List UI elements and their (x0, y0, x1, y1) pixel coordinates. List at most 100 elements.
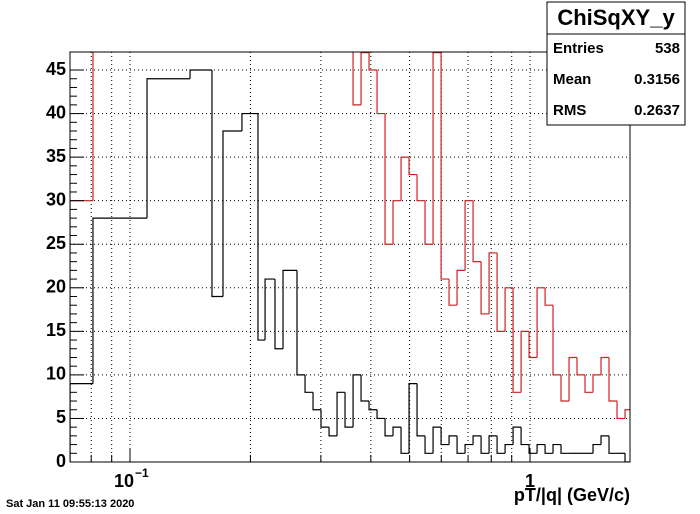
histogram-bin (400, 427, 410, 454)
histogram-bin (608, 357, 618, 402)
date-stamp: Sat Jan 11 09:55:13 2020 (6, 498, 134, 510)
histogram-bin (576, 357, 586, 376)
histogram-bin (344, 392, 354, 428)
histogram-bin (392, 426, 402, 436)
histogram-bin (528, 331, 538, 359)
histogram-bin (360, 374, 370, 402)
histogram-bin (544, 444, 554, 454)
stats-label: RMS (553, 102, 586, 119)
histogram-bin (408, 383, 418, 454)
histogram-bin (536, 287, 546, 358)
histogram-bin (512, 287, 522, 393)
histogram-bin (552, 443, 562, 454)
stats-value: 538 (655, 40, 680, 57)
histogram-bin (424, 200, 434, 245)
histogram-bin (608, 435, 618, 454)
y-tick-label: 20 (46, 277, 66, 297)
stats-label: Mean (553, 71, 591, 88)
histogram-bin (257, 113, 266, 341)
histogram-bin (282, 269, 297, 349)
y-tick-label: 10 (46, 364, 66, 384)
histogram-bin (480, 435, 490, 454)
stats-box: ChiSqXY_y Entries 538 Mean 0.3156 RMS 0.2637 (546, 1, 686, 126)
histogram-bin (456, 435, 466, 454)
histogram-bin (376, 409, 386, 420)
histogram-bin (189, 69, 212, 79)
histogram-bin (416, 383, 426, 437)
stats-value: 0.2637 (634, 102, 680, 119)
histogram-bin (211, 70, 223, 298)
histogram-bin (560, 444, 570, 454)
histogram-bin (504, 443, 514, 454)
histogram-bin (70, 383, 93, 462)
histogram-bin (560, 374, 570, 402)
histogram-bin (464, 200, 474, 271)
histogram-bin (488, 435, 498, 454)
histogram-bin (368, 401, 378, 411)
histogram-bin (512, 426, 522, 445)
grid (70, 52, 630, 463)
histogram-bin (592, 374, 602, 393)
histogram-bin (274, 279, 284, 350)
histogram-bin (456, 269, 466, 306)
histogram-bin (400, 156, 410, 201)
histogram-bin (352, 374, 362, 428)
histogram-bin (472, 435, 482, 445)
histogram-bin (624, 453, 630, 462)
histogram-bin (528, 444, 538, 454)
histogram-bin (416, 174, 426, 202)
histogram-bin (464, 443, 474, 454)
histogram-bin (408, 157, 418, 176)
histogram-bin (384, 113, 394, 245)
histogram-bin (440, 427, 450, 446)
histogram-bin (424, 435, 434, 454)
histogram-bin (584, 374, 594, 393)
histograms (70, 52, 630, 462)
y-tick-label: 25 (46, 233, 66, 253)
histogram-bin (480, 261, 490, 315)
histogram-bin (92, 52, 94, 201)
histogram-bin (384, 418, 394, 437)
y-tick-label: 0 (56, 451, 66, 471)
x-tick-label: 10 (114, 471, 134, 491)
histogram-bin (568, 356, 578, 402)
histogram-bin (320, 409, 330, 428)
histogram-bin (222, 130, 242, 297)
x-tick-exponent: −1 (135, 466, 149, 480)
histogram-bin (496, 252, 506, 332)
y-tick-label: 35 (46, 146, 66, 166)
histogram-bin (592, 443, 602, 454)
histogram-bin (544, 287, 554, 306)
histogram-bin (520, 330, 530, 393)
histogram-bin (624, 409, 630, 419)
histogram-bin (504, 287, 514, 332)
histogram-bin (488, 252, 498, 314)
histogram-bin (312, 392, 322, 411)
histogram-bin (328, 427, 338, 437)
histogram-bin (616, 401, 626, 420)
histogram-bin (360, 52, 370, 105)
histogram-bin (440, 52, 450, 280)
histogram-bin (496, 435, 506, 454)
y-tick-label: 45 (46, 59, 66, 79)
histogram-bin (296, 270, 306, 376)
histogram-bin (448, 279, 458, 306)
y-tick-label: 15 (46, 320, 66, 340)
x-axis-label: pT/|q| (GeV/c) (514, 485, 630, 505)
histogram-bin (600, 356, 610, 375)
histogram-bin (600, 435, 610, 445)
y-tick-label: 30 (46, 189, 66, 209)
histogram-bin (146, 78, 191, 219)
histogram-bin (376, 70, 386, 115)
histogram-bin (70, 200, 93, 462)
histogram-bin (552, 305, 562, 376)
histogram-bin (241, 112, 258, 132)
histogram-bin (368, 52, 378, 71)
y-tick-label: 5 (56, 407, 66, 427)
histogram-bin (304, 374, 314, 393)
stats-label: Entries (553, 40, 604, 57)
stats-frame (546, 1, 686, 126)
x-tick-label: 1 (525, 471, 535, 491)
